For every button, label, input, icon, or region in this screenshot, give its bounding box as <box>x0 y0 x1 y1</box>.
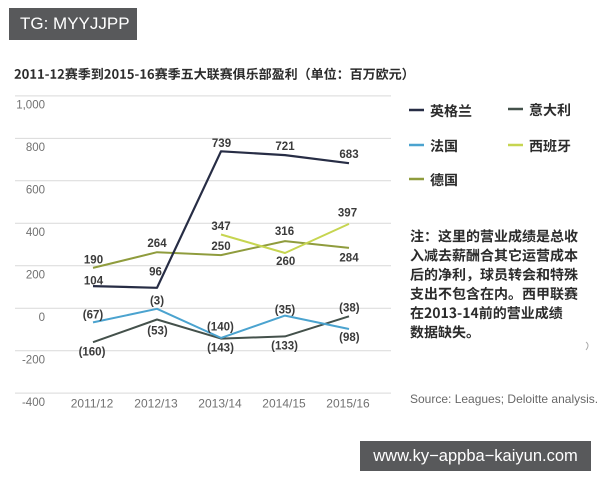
svg-text:200: 200 <box>26 270 45 282</box>
svg-text:397: 397 <box>338 208 357 220</box>
svg-text:104: 104 <box>84 276 104 288</box>
svg-text:800: 800 <box>26 142 45 154</box>
svg-text:739: 739 <box>212 138 231 150</box>
svg-text:96: 96 <box>149 267 162 279</box>
svg-text:(67): (67) <box>83 309 104 321</box>
svg-text:190: 190 <box>84 254 103 266</box>
svg-text:-400: -400 <box>22 397 45 409</box>
svg-text:0: 0 <box>39 312 45 324</box>
svg-text:(3): (3) <box>150 296 164 308</box>
svg-text:2014/15: 2014/15 <box>262 396 306 410</box>
svg-text:(143): (143) <box>207 343 234 355</box>
svg-text:-200: -200 <box>22 355 45 367</box>
svg-text:(38): (38) <box>339 302 360 314</box>
svg-text:2012/13: 2012/13 <box>134 396 178 410</box>
svg-text:721: 721 <box>275 141 295 153</box>
svg-text:1,000: 1,000 <box>16 100 45 112</box>
svg-text:316: 316 <box>275 226 294 238</box>
svg-text:(133): (133) <box>271 341 298 353</box>
svg-text:284: 284 <box>339 253 359 265</box>
svg-text:(160): (160) <box>79 346 106 358</box>
svg-text:(140): (140) <box>207 322 234 334</box>
svg-text:250: 250 <box>211 241 230 253</box>
svg-text:2011/12: 2011/12 <box>71 396 114 410</box>
svg-text:400: 400 <box>26 227 45 239</box>
svg-text:347: 347 <box>211 221 230 233</box>
svg-text:2015/16: 2015/16 <box>326 396 370 410</box>
svg-text:Source: Leagues; Deloitte anal: Source: Leagues; Deloitte analysis. <box>410 392 598 406</box>
svg-text:264: 264 <box>147 238 167 250</box>
svg-text:2013/14: 2013/14 <box>198 396 242 410</box>
svg-text:683: 683 <box>339 149 358 161</box>
svg-text:(98): (98) <box>339 332 360 344</box>
svg-text:(53): (53) <box>147 325 168 337</box>
svg-text:(35): (35) <box>275 305 296 317</box>
svg-text:600: 600 <box>26 185 45 197</box>
svg-text:260: 260 <box>276 256 295 268</box>
